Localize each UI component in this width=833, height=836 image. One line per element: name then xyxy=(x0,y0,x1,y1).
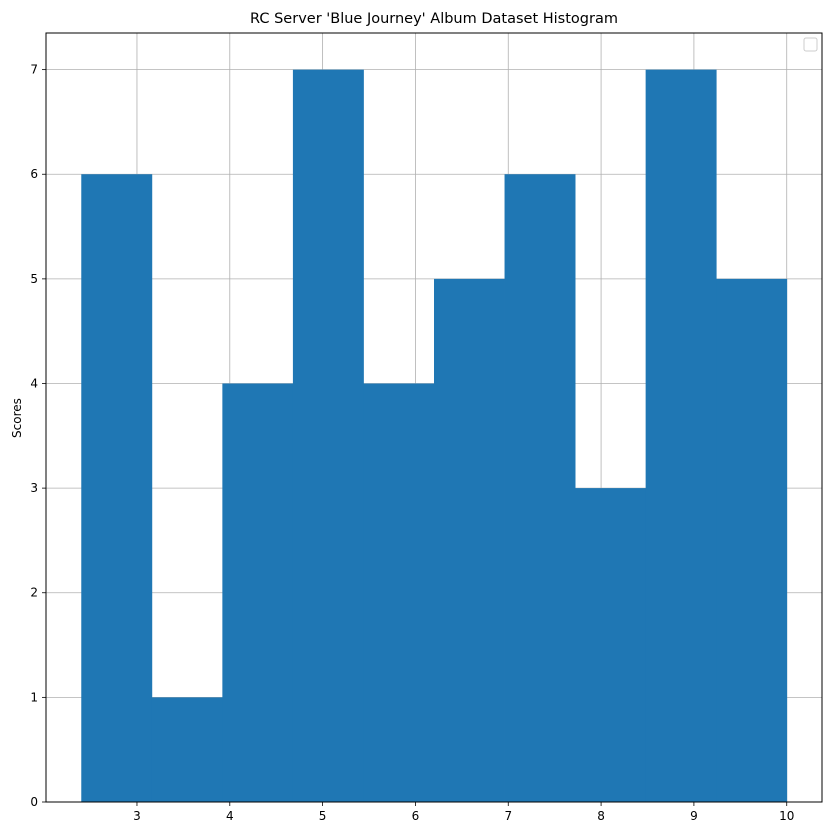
y-tick-label: 0 xyxy=(30,795,38,809)
y-tick-label: 7 xyxy=(30,63,38,77)
plot-frame xyxy=(45,32,823,803)
histogram-bar xyxy=(645,69,717,803)
histogram-bar xyxy=(151,697,223,802)
histogram-bar xyxy=(716,278,788,803)
y-tick-label: 4 xyxy=(30,376,38,390)
histogram-bar xyxy=(81,174,153,803)
histogram-bar xyxy=(434,278,505,803)
histogram-bar xyxy=(222,383,294,802)
x-tick-label: 3 xyxy=(133,809,141,823)
x-tick-label: 8 xyxy=(597,809,605,823)
y-axis-label: Scores xyxy=(10,398,24,438)
x-tick-label: 9 xyxy=(690,809,698,823)
histogram-bar xyxy=(292,69,364,803)
x-tick-label: 10 xyxy=(779,809,794,823)
legend xyxy=(803,37,818,52)
legend-box xyxy=(803,37,818,52)
bars-layer xyxy=(81,69,788,803)
chart-title: RC Server 'Blue Journey' Album Dataset H… xyxy=(250,11,618,27)
y-tick-label: 1 xyxy=(30,690,38,704)
histogram-bar xyxy=(363,383,435,802)
x-tick-label: 5 xyxy=(319,809,327,823)
y-tick-label: 2 xyxy=(30,586,38,600)
y-tick-label: 3 xyxy=(30,481,38,495)
x-tick-label: 4 xyxy=(226,809,234,823)
y-tick-label: 5 xyxy=(30,272,38,286)
x-tick-label: 7 xyxy=(504,809,512,823)
histogram-bar xyxy=(504,174,576,803)
x-tick-label: 6 xyxy=(412,809,420,823)
histogram-bar xyxy=(575,488,647,802)
y-tick-label: 6 xyxy=(30,167,38,181)
ticks-layer: 3 4 5 6 7 8 9 10 0 1 2 3 4 5 6 7 xyxy=(30,63,794,823)
